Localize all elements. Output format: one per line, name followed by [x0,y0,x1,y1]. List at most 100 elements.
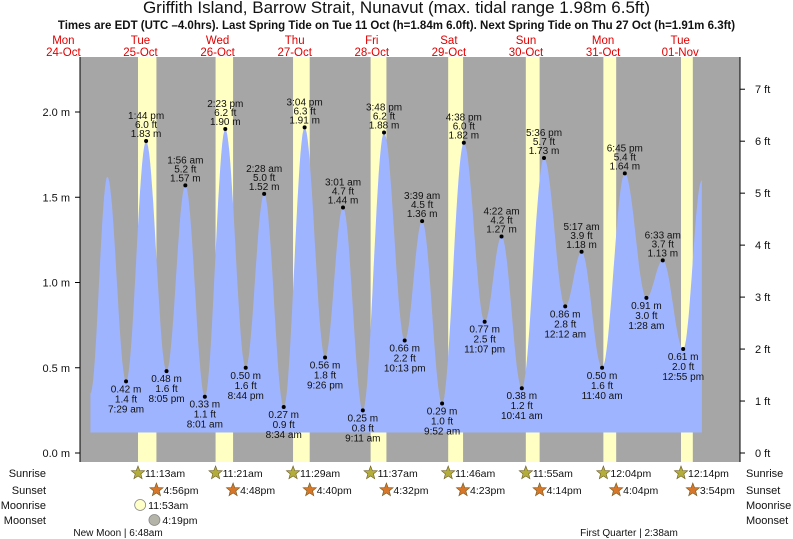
high-tide-m: 1.73 m [529,146,560,157]
low-tide-ft: 1.8 ft [314,371,336,382]
day-of-week-label: Mon [592,35,614,47]
sunset-time: 4:40pm [317,485,352,497]
row-label-moonset: Moonset [4,515,46,527]
low-tide-ft: 1.2 ft [511,401,533,412]
low-tide-time: 9:11 am [345,433,380,444]
moonrise-moon-icon [134,499,147,511]
low-tide-ft: 2.2 ft [394,353,416,364]
high-tide-ft: 3.7 ft [652,239,674,250]
low-tide-m: 0.56 m [310,361,341,372]
low-tide-m: 0.50 m [230,371,261,382]
low-tide-point [681,346,686,351]
date-label: 31-Oct [586,47,621,59]
low-tide-point [243,365,248,370]
low-tide-ft: 2.0 ft [672,362,694,373]
low-tide-point [644,295,649,300]
low-tide-time: 8:05 pm [148,394,184,405]
sunrise-time: 11:29am [300,468,340,480]
high-tide-point [461,140,466,145]
low-tide-ft: 1.6 ft [235,381,257,392]
sunrise-time: 12:04pm [610,468,651,480]
high-tide-time: 2:23 pm [207,99,243,110]
high-tide-time: 5:36 pm [526,128,562,139]
moon-phase-new-moon: New Moon | 6:48am [73,528,162,539]
high-tide-point [622,171,627,176]
date-label: 30-Oct [509,47,544,59]
sunrise-star-icon [363,465,379,480]
high-tide-m: 1.82 m [449,131,480,142]
chart-subtitle: Times are EDT (UTC –4.0hrs). Last Spring… [57,20,736,32]
sunset-time: 4:23pm [470,485,505,497]
high-tide-point [302,125,307,130]
high-tide-point [579,249,584,254]
moonset-time: 4:19pm [162,515,197,527]
y-right-tick-label: 3 ft [755,292,770,304]
high-tide-time: 6:45 pm [607,143,643,154]
high-tide-m: 1.18 m [566,240,597,251]
sunrise-star-icon [440,465,456,480]
day-of-week-label: Wed [206,35,229,47]
low-tide-time: 11:07 pm [464,345,505,356]
low-tide-m: 0.77 m [469,325,500,336]
high-tide-m: 1.64 m [610,161,641,172]
day-of-week-label: Sun [516,35,536,47]
sunset-star-icon [532,482,548,497]
y-right-tick-label: 4 ft [755,240,770,252]
low-tide-m: 0.66 m [389,343,420,354]
y-left-tick-label: 1.0 m [42,278,70,290]
high-tide-time: 4:38 pm [446,113,482,124]
sunset-star-icon [148,482,164,497]
low-tide-point [360,408,365,413]
high-tide-time: 3:04 pm [287,97,323,108]
low-tide-point [124,379,129,384]
y-right-tick-label: 2 ft [755,344,770,356]
row-label-sunrise-right: Sunrise [746,468,783,480]
high-tide-time: 2:28 am [246,164,282,175]
high-tide-ft: 6.3 ft [293,106,315,117]
y-left-tick-label: 0.0 m [42,448,70,460]
high-tide-ft: 6.0 ft [135,120,157,131]
y-right-tick-label: 1 ft [755,396,770,408]
y-right-tick-label: 0 ft [755,448,770,460]
low-tide-point [482,319,487,324]
low-tide-m: 0.29 m [427,407,458,418]
sunrise-star-icon [130,465,146,480]
low-tide-point [519,386,524,391]
date-label: 29-Oct [432,47,467,59]
low-tide-point [323,355,328,360]
sunrise-star-icon [595,465,611,480]
y-left-tick-label: 2.0 m [42,107,70,119]
y-left-tick-label: 1.5 m [42,192,70,204]
low-tide-ft: 1.6 ft [591,381,613,392]
high-tide-time: 3:39 am [404,191,440,202]
low-tide-time: 1:28 am [628,321,664,332]
sunrise-star-icon [208,465,224,480]
moonset-moon-icon [148,514,161,526]
date-label: 24-Oct [46,47,81,59]
sunrise-star-icon [285,465,301,480]
high-tide-ft: 5.4 ft [614,152,636,163]
low-tide-point [402,338,407,343]
row-label-sunrise: Sunrise [9,468,46,480]
low-tide-point [281,404,286,409]
high-tide-ft: 5.2 ft [174,164,196,175]
low-tide-ft: 1.4 ft [115,394,137,405]
low-tide-m: 0.38 m [507,391,538,402]
sunset-star-icon [455,482,471,497]
y-right-tick-label: 5 ft [755,188,770,200]
low-tide-time: 11:40 am [582,391,623,402]
low-tide-ft: 2.5 ft [474,335,496,346]
date-label: 27-Oct [277,47,312,59]
sunrise-star-icon [673,465,689,480]
high-tide-ft: 4.5 ft [411,200,433,211]
high-tide-time: 5:17 am [563,222,599,233]
high-tide-point [183,183,188,188]
high-tide-ft: 6.2 ft [373,111,395,122]
high-tide-ft: 6.0 ft [453,122,475,133]
daylight-band [681,57,693,462]
low-tide-point [440,401,445,406]
low-tide-time: 8:01 am [187,420,223,431]
day-of-week-label: Tue [131,35,150,47]
sunset-star-icon [685,482,701,497]
